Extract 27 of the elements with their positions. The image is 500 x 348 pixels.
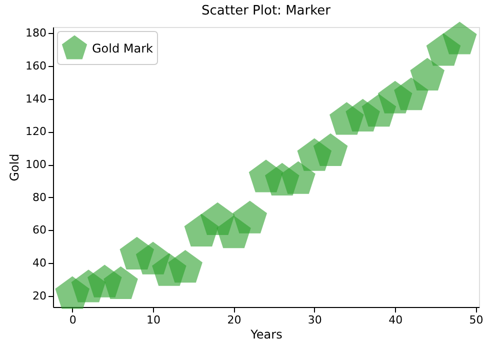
x-tick-label: 40: [388, 314, 403, 326]
point: [232, 200, 268, 234]
point: [104, 266, 138, 300]
y-axis-title: Gold: [8, 154, 22, 182]
x-tick-label: 10: [146, 314, 161, 326]
x-axis-title: Years: [250, 328, 282, 342]
y-tick-label: 160: [26, 60, 46, 73]
y-tick-label: 140: [26, 92, 46, 106]
y-tick-label: 60: [32, 224, 46, 237]
point: [394, 78, 428, 110]
point: [281, 161, 316, 194]
chart-title: Scatter Plot: Marker: [202, 4, 332, 19]
x-tick-label: 0: [69, 314, 76, 326]
point: [168, 250, 202, 283]
point: [313, 133, 348, 166]
y-tick-label: 20: [32, 289, 46, 302]
x-tick-label: 30: [308, 314, 322, 326]
y-tick-label: 40: [32, 256, 46, 270]
y-tick-label: 120: [26, 125, 46, 138]
y-tick-label: 180: [26, 26, 46, 40]
point: [410, 58, 445, 90]
y-tick-label: 80: [32, 190, 46, 204]
x-tick-label: 20: [227, 314, 242, 326]
legend-label: Gold Mark: [92, 42, 154, 56]
x-tick-label: 50: [469, 314, 484, 326]
point: [442, 22, 477, 54]
y-tick-label: 100: [26, 158, 46, 172]
